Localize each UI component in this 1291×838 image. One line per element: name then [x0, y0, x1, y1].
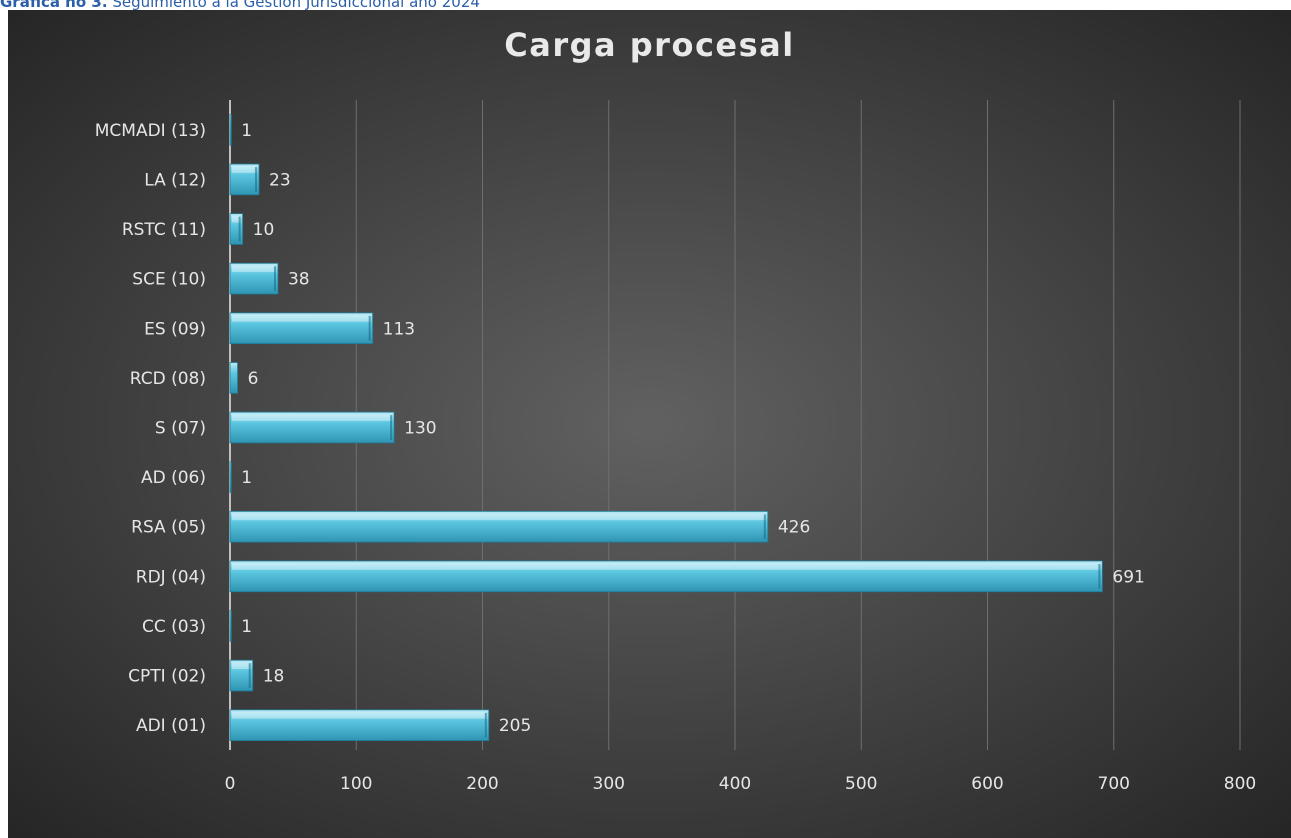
- category-label: LA (12): [144, 170, 206, 190]
- bar: [229, 510, 769, 543]
- category-label: MCMADI (13): [95, 121, 206, 141]
- bar: [229, 262, 279, 295]
- x-tick-label: 100: [340, 774, 372, 794]
- bar-highlight: [232, 414, 393, 421]
- data-label: 205: [499, 716, 531, 736]
- bar: [229, 411, 395, 444]
- data-label: 10: [253, 220, 275, 240]
- category-label: RDJ (04): [136, 567, 206, 587]
- bar: [229, 610, 232, 642]
- x-tick-label: 700: [1098, 774, 1130, 794]
- bar-highlight: [232, 314, 371, 322]
- category-label: CC (03): [142, 617, 206, 637]
- figure-caption: Gráfica no 3. Seguimiento a la Gestión J…: [0, 0, 480, 10]
- bar-highlight: [232, 265, 276, 273]
- category-label: CPTI (02): [128, 667, 206, 687]
- data-label: 38: [288, 270, 310, 290]
- figure-caption-label: Gráfica no 3.: [0, 0, 108, 11]
- bar: [229, 114, 232, 146]
- data-label: 113: [383, 319, 415, 339]
- category-label: S (07): [155, 419, 206, 439]
- bar-highlight: [232, 662, 251, 669]
- category-label: ES (09): [144, 319, 206, 339]
- bar-highlight: [232, 215, 241, 223]
- data-label: 6: [248, 369, 259, 389]
- category-label: AD (06): [141, 468, 206, 488]
- data-label: 18: [263, 667, 285, 687]
- data-label: 23: [269, 170, 291, 190]
- bar: [229, 461, 232, 493]
- bar: [229, 560, 1103, 593]
- x-tick-label: 200: [466, 774, 498, 794]
- bar-highlight: [232, 166, 258, 173]
- x-tick-label: 600: [971, 774, 1003, 794]
- x-tick-label: 500: [845, 774, 877, 794]
- data-label: 691: [1112, 567, 1144, 587]
- chart-title: Carga procesal: [504, 26, 794, 64]
- figure-caption-text: Seguimiento a la Gestión Jurisdiccional …: [112, 0, 480, 11]
- chart-background: [8, 10, 1291, 838]
- data-label: 1: [241, 617, 252, 637]
- x-tick-label: 0: [225, 774, 236, 794]
- bar: [229, 709, 490, 741]
- category-label: RCD (08): [130, 369, 206, 389]
- data-label: 130: [404, 419, 436, 439]
- bar-chart: Carga procesal 0 100 200 300 400 500 600 700 800 A…: [8, 10, 1291, 838]
- bar: [229, 163, 260, 196]
- x-tick-label: 300: [593, 774, 625, 794]
- bar: [229, 659, 254, 692]
- data-label: 1: [241, 468, 252, 488]
- bar-highlight: [232, 562, 1101, 570]
- category-label: ADI (01): [136, 716, 206, 736]
- data-label: 426: [778, 518, 810, 538]
- bar-highlight: [232, 711, 487, 719]
- category-label: RSA (05): [131, 518, 206, 538]
- bar: [229, 312, 374, 345]
- data-label: 1: [241, 121, 252, 141]
- category-label: RSTC (11): [122, 220, 206, 240]
- x-tick-label: 800: [1224, 774, 1256, 794]
- bar-highlight: [232, 513, 766, 521]
- chart-area: Carga procesal 0 100 200 300 400 500 600 700 800 A…: [8, 10, 1291, 838]
- bar: [229, 362, 238, 394]
- category-label: SCE (10): [132, 270, 206, 290]
- x-tick-label: 400: [719, 774, 751, 794]
